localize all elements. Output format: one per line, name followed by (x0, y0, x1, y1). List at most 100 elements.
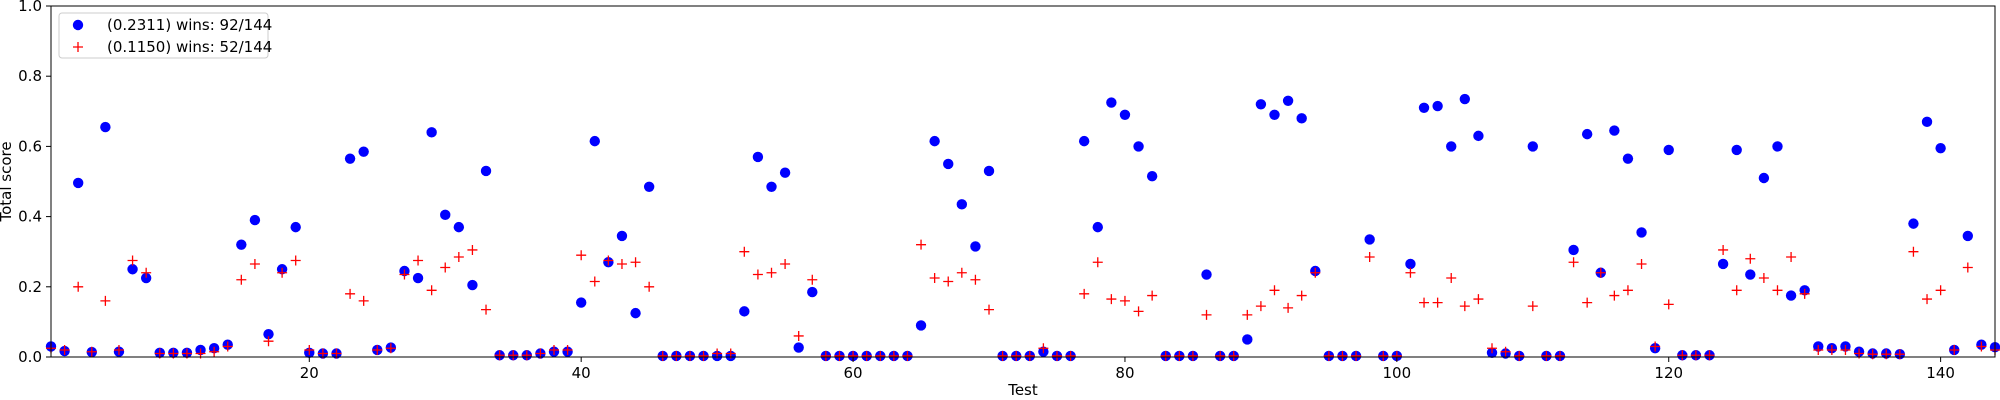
series-1-point (630, 307, 641, 319)
series-2-point (372, 344, 383, 355)
series-2-point (1487, 343, 1498, 354)
series-2-point (1065, 350, 1076, 361)
series-2-point (562, 344, 573, 355)
series-2-point (739, 246, 750, 257)
series-2-point (1541, 350, 1552, 361)
series-2-point (630, 257, 641, 268)
series-2-point (1283, 302, 1294, 313)
series-2-point (576, 250, 587, 261)
series-2-point (1690, 350, 1701, 361)
series-2-point (1554, 350, 1565, 361)
series-2-point (494, 350, 505, 361)
series-2-point (1813, 344, 1824, 355)
series-2-point (467, 244, 478, 255)
series-2-point (834, 350, 845, 361)
series-2-point (1677, 350, 1688, 361)
series-2-point (1051, 350, 1062, 361)
series-2-point (277, 267, 288, 278)
series-2-point (222, 341, 233, 352)
series-1-point (358, 146, 369, 157)
series-2-point (263, 336, 274, 347)
x-tick-label: 20 (300, 364, 319, 382)
series-1-point (1446, 141, 1457, 152)
series-2-point (1310, 267, 1321, 278)
x-tick-label: 60 (844, 364, 863, 382)
series-2-point (970, 274, 981, 285)
series-2-point (589, 276, 600, 287)
series-2-point (997, 350, 1008, 361)
series-1-point (1921, 116, 1933, 128)
series-2-point (929, 273, 940, 284)
series-1-point (1282, 95, 1294, 106)
legend-marker-1 (72, 19, 84, 31)
series-2-point (888, 350, 899, 361)
series-2-point (1840, 344, 1851, 355)
series-1-point (1717, 258, 1729, 270)
series-2-point (1174, 350, 1185, 361)
series-1-point (412, 272, 424, 284)
series-2-point (1351, 350, 1362, 361)
series-2-point (644, 281, 655, 292)
series-2-point (100, 295, 111, 306)
series-2-point (1201, 309, 1212, 320)
series-2-point (684, 350, 695, 361)
series-2-point (1160, 350, 1171, 361)
legend-box (58, 12, 269, 59)
series-2-point (1962, 262, 1973, 273)
series-2-point (752, 269, 763, 280)
series-1-point (1078, 135, 1090, 147)
series-1-point (983, 165, 995, 177)
series-1-point (1636, 227, 1647, 238)
series-2-point (1622, 285, 1633, 296)
series-2-point (1568, 257, 1579, 268)
series-2-point (1609, 290, 1620, 301)
series-1-point (956, 199, 968, 210)
x-tick-label: 100 (1383, 364, 1412, 382)
series-2-point (1255, 301, 1266, 312)
series-2-point (209, 346, 220, 357)
series-2-point (916, 239, 927, 250)
series-2-point (1745, 253, 1756, 264)
series-1-point (1201, 269, 1212, 280)
series-2-point (1106, 294, 1117, 305)
series-1-point (1459, 93, 1471, 105)
series-1-point (807, 286, 818, 298)
x-tick-label: 80 (1115, 364, 1134, 382)
series-1-point (793, 342, 804, 353)
series-2-point (1024, 350, 1035, 361)
series-2-point (453, 251, 464, 262)
series-2-point (1704, 350, 1715, 361)
series-2-point (1378, 350, 1389, 361)
series-2-point (1364, 251, 1375, 262)
series-2-point (1527, 301, 1538, 312)
y-axis-label: Total score (0, 141, 15, 222)
series-1-point (1473, 130, 1484, 142)
series-2-point (1772, 285, 1783, 296)
series-2-point (508, 350, 519, 361)
series-1-point (1935, 142, 1946, 154)
series-2-point (1215, 350, 1226, 361)
series-2-point (399, 269, 410, 280)
series-1-point (72, 177, 84, 189)
series-1-point (1908, 218, 1919, 229)
series-1-point (236, 239, 247, 250)
series-2-point (86, 346, 97, 357)
legend-label-2: (0.1150) wins: 52/144 (107, 38, 272, 56)
series-2-point (793, 330, 804, 341)
series-2-point (1187, 350, 1198, 361)
series-1-point (929, 135, 940, 147)
series-1-point (453, 221, 465, 233)
series-2-point (1405, 267, 1416, 278)
series-2-point (1337, 350, 1348, 361)
series-2-point (1894, 349, 1905, 360)
legend: (0.2311) wins: 92/144 (0.1150) wins: 52/1… (58, 12, 272, 59)
series-1-point (127, 264, 138, 275)
series-2-point (902, 350, 913, 361)
series-2-point (603, 255, 614, 266)
series-2-point (1881, 349, 1892, 360)
legend-label-1: (0.2311) wins: 92/144 (107, 16, 272, 34)
series-2-point (1446, 273, 1457, 284)
x-axis-label: Test (1007, 381, 1038, 399)
series-2-point (820, 350, 831, 361)
series-1-point (616, 230, 628, 242)
